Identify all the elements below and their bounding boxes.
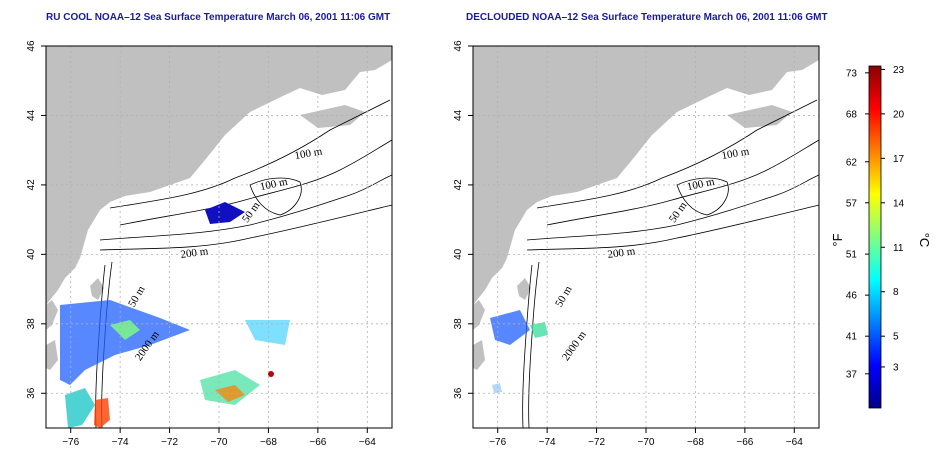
- celsius-tick-label: 23: [893, 65, 905, 76]
- y-tick-label: 42: [453, 179, 464, 191]
- x-tick-label: −68: [687, 437, 704, 448]
- contour-label: 100 m: [721, 145, 751, 162]
- x-tick-label: −64: [786, 437, 803, 448]
- celsius-tick-label: 8: [893, 287, 899, 298]
- fahrenheit-tick-label: 41: [846, 332, 858, 343]
- y-tick-label: 36: [453, 387, 464, 399]
- fahrenheit-tick-label: 73: [846, 68, 858, 79]
- celsius-tick-label: 17: [893, 154, 905, 165]
- fahrenheit-unit: °F: [830, 233, 845, 246]
- x-tick-label: −76: [489, 437, 506, 448]
- fahrenheit-tick-label: 37: [846, 369, 858, 380]
- x-tick-label: −70: [638, 437, 655, 448]
- x-tick-label: −66: [309, 437, 326, 448]
- colorbar-ticks: 73 68 62 57 51 46 41 37 23 20 17 14 11 8 5 3: [846, 65, 905, 380]
- x-tick-label: −70: [211, 437, 228, 448]
- x-tick-label: −68: [260, 437, 277, 448]
- y-tick-label: 44: [26, 109, 37, 121]
- gridlines: [46, 45, 392, 428]
- celsius-tick-label: 14: [893, 198, 905, 209]
- panel-title-raw: RU COOL NOAA–12 Sea Surface Temperature …: [46, 12, 391, 23]
- celsius-tick-label: 5: [893, 332, 899, 343]
- y-tick-label: 46: [453, 40, 464, 52]
- temperature-colorbar: 73 68 62 57 51 46 41 37 23 20 17 14 11 8 5 3 °F °C: [830, 65, 932, 409]
- y-tick-label: 42: [26, 179, 37, 191]
- x-tick-label: −72: [588, 437, 605, 448]
- celsius-tick-label: 20: [893, 109, 905, 120]
- axes: −76 −74 −72 −70 −68 −66 −64 36 38 40 42 44 46: [453, 40, 803, 448]
- contour-label: 100 m: [259, 176, 289, 194]
- fahrenheit-tick-label: 57: [846, 198, 858, 209]
- x-tick-label: −74: [539, 437, 556, 448]
- sst-overlay: [490, 310, 548, 393]
- land: [473, 46, 819, 370]
- x-tick-label: −72: [161, 437, 178, 448]
- y-tick-label: 36: [26, 387, 37, 399]
- fahrenheit-tick-label: 46: [846, 291, 858, 302]
- sst-overlay: [60, 202, 290, 428]
- y-tick-label: 38: [453, 318, 464, 330]
- celsius-tick-label: 3: [893, 362, 899, 373]
- x-tick-label: −74: [112, 437, 129, 448]
- celsius-unit: °C: [917, 233, 932, 248]
- y-tick-label: 44: [453, 109, 464, 121]
- gridlines: [473, 45, 819, 428]
- colorbar-ramp: [868, 65, 882, 409]
- x-tick-label: −64: [359, 437, 376, 448]
- y-tick-label: 40: [453, 248, 464, 260]
- contour-label: 200 m: [180, 245, 210, 261]
- depth-contours: [522, 99, 820, 429]
- x-tick-label: −66: [736, 437, 753, 448]
- fahrenheit-tick-label: 51: [846, 250, 858, 261]
- contour-label: 200 m: [607, 245, 637, 261]
- y-tick-label: 40: [26, 248, 37, 260]
- contour-label: 100 m: [686, 176, 716, 194]
- axes: −76 −74 −72 −70 −68 −66 −64 36 38 40 42 44 46: [26, 40, 376, 448]
- y-tick-label: 38: [26, 318, 37, 330]
- panel-title-declouded: DECLOUDED NOAA–12 Sea Surface Temperatur…: [466, 12, 828, 23]
- land: [46, 46, 392, 370]
- contour-label: 100 m: [294, 145, 324, 162]
- celsius-tick-label: 11: [893, 243, 904, 254]
- fahrenheit-tick-label: 62: [846, 157, 858, 168]
- y-tick-label: 46: [26, 40, 37, 52]
- x-tick-label: −76: [62, 437, 79, 448]
- fahrenheit-tick-label: 68: [846, 109, 858, 120]
